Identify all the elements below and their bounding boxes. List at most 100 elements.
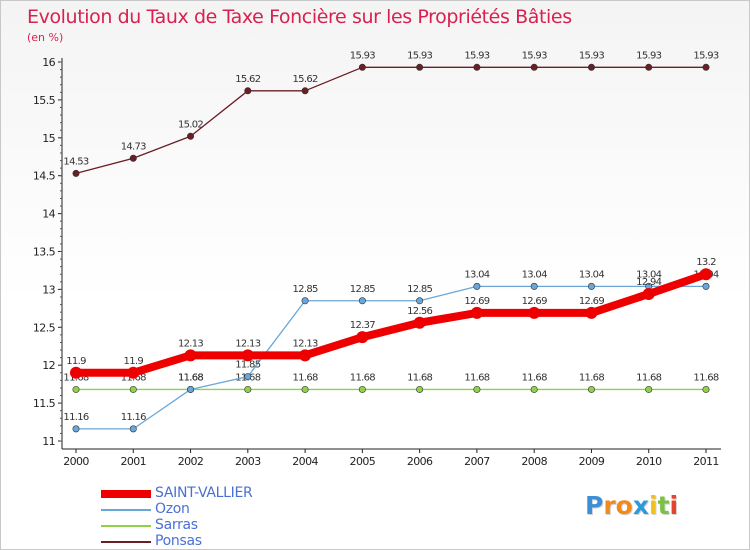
x-tick-label: 2000 — [63, 455, 89, 468]
data-point-sarras — [416, 385, 424, 393]
x-tick-label: 2006 — [407, 455, 433, 468]
data-point-saint-vallier — [127, 366, 140, 379]
data-label-ponsas: 15.93 — [522, 50, 547, 61]
x-tick-label: 2009 — [579, 455, 605, 468]
data-label-ozon: 12.85 — [407, 284, 432, 295]
logo-letter: r — [603, 491, 616, 520]
data-label-ponsas: 15.93 — [464, 50, 489, 61]
data-label-ponsas: 15.62 — [293, 74, 318, 85]
data-label-sarras: 11.68 — [350, 372, 375, 383]
data-label-ponsas: 14.73 — [121, 141, 146, 152]
data-point-ozon — [587, 282, 595, 290]
data-point-sarras — [473, 385, 481, 393]
legend-swatch-sarras — [101, 525, 151, 527]
x-tick-label: 2011 — [693, 455, 719, 468]
y-tick-label: 11.5 — [33, 397, 56, 410]
data-label-sarras: 11.68 — [579, 372, 604, 383]
data-label-ponsas: 15.93 — [350, 50, 375, 61]
chart-title: Evolution du Taux de Taxe Foncière sur l… — [27, 6, 572, 28]
legend-swatch-saint-vallier — [101, 490, 151, 498]
data-point-saint-vallier — [528, 306, 541, 319]
data-point-sarras — [645, 385, 653, 393]
data-label-sarras: 11.68 — [464, 372, 489, 383]
data-point-saint-vallier — [241, 349, 254, 362]
y-tick-label: 15.5 — [33, 94, 56, 107]
legend-label-sarras: Sarras — [155, 517, 198, 533]
data-point-ponsas — [530, 63, 538, 71]
logo-letter: x — [632, 491, 649, 520]
data-point-ponsas — [244, 87, 252, 95]
data-label-ozon: 13.04 — [579, 269, 604, 280]
y-tick-label: 12 — [42, 359, 55, 372]
proxiti-logo: Proxiti — [585, 491, 678, 520]
data-point-saint-vallier — [299, 349, 312, 362]
data-label-ozon: 11.85 — [235, 360, 260, 371]
x-tick-label: 2007 — [464, 455, 490, 468]
data-label-saint-vallier: 11.9 — [124, 356, 144, 367]
logo-letter: t — [657, 491, 670, 520]
data-label-sarras: 11.68 — [636, 372, 661, 383]
legend-label-ozon: Ozon — [155, 501, 190, 517]
data-point-ozon — [129, 425, 137, 433]
data-point-ponsas — [416, 63, 424, 71]
logo-letter: i — [649, 491, 658, 520]
data-point-sarras — [244, 385, 252, 393]
x-tick-label: 2002 — [178, 455, 204, 468]
data-point-ponsas — [358, 63, 366, 71]
data-label-saint-vallier: 11.9 — [66, 356, 86, 367]
data-point-saint-vallier — [184, 349, 197, 362]
x-tick-label: 2005 — [350, 455, 376, 468]
data-label-sarras: 11.68 — [293, 372, 318, 383]
data-point-saint-vallier — [470, 306, 483, 319]
legend-label-saint-vallier: SAINT-VALLIER — [155, 485, 253, 501]
data-point-ponsas — [72, 169, 80, 177]
data-label-ozon: 13.04 — [464, 269, 489, 280]
data-point-sarras — [702, 385, 710, 393]
series-line-ponsas — [75, 66, 707, 175]
data-label-saint-vallier: 12.69 — [522, 296, 547, 307]
data-point-ponsas — [587, 63, 595, 71]
series-line-saint-vallier — [72, 270, 710, 377]
data-point-saint-vallier — [700, 268, 712, 281]
x-tick-label: 2004 — [292, 455, 318, 468]
data-label-saint-vallier: 12.56 — [407, 306, 432, 317]
data-point-ponsas — [301, 87, 309, 95]
data-point-ozon — [72, 425, 80, 433]
data-point-ozon — [358, 297, 366, 305]
data-point-sarras — [358, 385, 366, 393]
x-tick-label: 2001 — [120, 455, 146, 468]
data-point-ozon — [187, 385, 195, 393]
data-label-ozon: 11.16 — [121, 412, 146, 423]
data-point-sarras — [587, 385, 595, 393]
data-point-ponsas — [645, 63, 653, 71]
data-point-ozon — [473, 282, 481, 290]
data-label-ozon: 11.68 — [178, 372, 203, 383]
y-tick-label: 13 — [42, 283, 55, 296]
y-tick-label: 14.5 — [33, 170, 56, 183]
x-tick-label: 2010 — [636, 455, 662, 468]
data-label-ozon: 13.04 — [636, 269, 661, 280]
logo-letter: P — [585, 491, 604, 520]
data-point-sarras — [530, 385, 538, 393]
data-point-ozon — [530, 282, 538, 290]
data-point-ozon — [702, 282, 710, 290]
data-label-ozon: 12.85 — [350, 284, 375, 295]
data-label-saint-vallier: 12.94 — [636, 277, 661, 288]
data-label-ponsas: 15.62 — [235, 74, 260, 85]
data-label-saint-vallier: 12.69 — [579, 296, 604, 307]
data-label-saint-vallier: 12.13 — [178, 338, 203, 349]
data-label-ponsas: 15.93 — [693, 50, 718, 61]
data-label-saint-vallier: 12.69 — [464, 296, 489, 307]
data-label-sarras: 11.68 — [522, 372, 547, 383]
data-label-saint-vallier: 13.2 — [696, 257, 716, 268]
series-line-ozon — [75, 285, 707, 430]
data-label-ponsas: 15.93 — [636, 50, 661, 61]
y-tick-label: 11 — [42, 435, 55, 448]
x-tick-label: 2003 — [235, 455, 261, 468]
data-label-ozon: 12.85 — [293, 284, 318, 295]
legend-swatch-ponsas — [101, 541, 151, 543]
data-point-sarras — [72, 385, 80, 393]
data-label-saint-vallier: 12.37 — [350, 320, 375, 331]
